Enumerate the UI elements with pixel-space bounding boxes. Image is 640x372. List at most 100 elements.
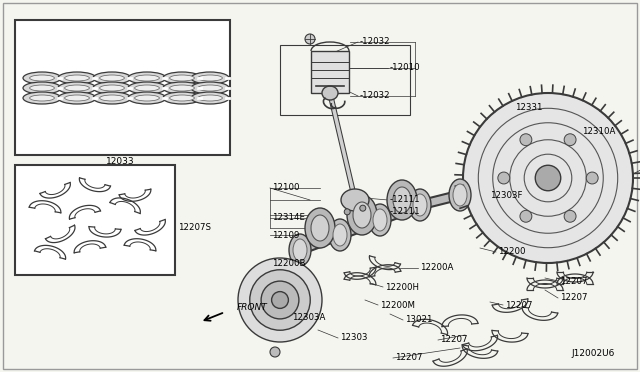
Bar xyxy=(311,51,349,93)
Ellipse shape xyxy=(311,215,329,241)
Bar xyxy=(15,20,230,155)
Ellipse shape xyxy=(305,208,335,248)
Ellipse shape xyxy=(134,95,159,101)
Ellipse shape xyxy=(369,204,391,236)
Circle shape xyxy=(520,210,532,222)
Text: 12207: 12207 xyxy=(505,301,532,310)
Text: 12303: 12303 xyxy=(340,334,367,343)
Text: 12314E: 12314E xyxy=(272,214,305,222)
Ellipse shape xyxy=(100,95,124,101)
Text: 12200H: 12200H xyxy=(385,282,419,292)
Ellipse shape xyxy=(65,95,90,101)
Circle shape xyxy=(564,134,576,146)
Ellipse shape xyxy=(163,82,201,94)
Text: 12033: 12033 xyxy=(106,157,134,167)
Ellipse shape xyxy=(134,75,159,81)
Text: 12207: 12207 xyxy=(395,353,422,362)
Text: 12200: 12200 xyxy=(498,247,525,257)
Ellipse shape xyxy=(191,72,229,84)
Text: 12303A: 12303A xyxy=(292,314,325,323)
Ellipse shape xyxy=(198,95,222,101)
Ellipse shape xyxy=(341,189,369,211)
Bar xyxy=(15,165,175,275)
Text: 12303F: 12303F xyxy=(490,190,522,199)
Ellipse shape xyxy=(128,92,166,104)
Ellipse shape xyxy=(65,75,90,81)
Ellipse shape xyxy=(453,184,467,206)
Text: 12200B: 12200B xyxy=(272,260,305,269)
Ellipse shape xyxy=(191,82,229,94)
Ellipse shape xyxy=(58,72,96,84)
Circle shape xyxy=(498,172,509,184)
Text: FRONT: FRONT xyxy=(237,304,268,312)
Bar xyxy=(280,45,410,115)
Text: 12207S: 12207S xyxy=(178,224,211,232)
Circle shape xyxy=(271,292,289,308)
Ellipse shape xyxy=(93,82,131,94)
Ellipse shape xyxy=(23,92,61,104)
Ellipse shape xyxy=(409,189,431,221)
Text: -12010: -12010 xyxy=(390,64,420,73)
Text: 12207: 12207 xyxy=(560,294,588,302)
Text: -12032: -12032 xyxy=(360,38,390,46)
Ellipse shape xyxy=(170,85,195,91)
Circle shape xyxy=(564,210,576,222)
Ellipse shape xyxy=(393,187,411,213)
Circle shape xyxy=(270,347,280,357)
Ellipse shape xyxy=(191,92,229,104)
Circle shape xyxy=(305,34,315,44)
Text: 13021: 13021 xyxy=(405,315,433,324)
Circle shape xyxy=(586,172,598,184)
Text: 12200A: 12200A xyxy=(420,263,453,273)
Ellipse shape xyxy=(58,92,96,104)
Ellipse shape xyxy=(289,234,311,266)
Circle shape xyxy=(344,209,350,215)
Circle shape xyxy=(261,281,299,319)
Ellipse shape xyxy=(170,75,195,81)
Circle shape xyxy=(250,270,310,330)
Ellipse shape xyxy=(333,224,347,246)
Ellipse shape xyxy=(93,72,131,84)
Text: J12002U6: J12002U6 xyxy=(572,349,615,358)
Ellipse shape xyxy=(353,202,371,228)
Ellipse shape xyxy=(163,92,201,104)
Ellipse shape xyxy=(100,85,124,91)
Circle shape xyxy=(535,165,561,191)
Ellipse shape xyxy=(128,82,166,94)
Ellipse shape xyxy=(29,95,54,101)
Text: -12032: -12032 xyxy=(360,92,390,100)
Ellipse shape xyxy=(163,72,201,84)
Ellipse shape xyxy=(198,75,222,81)
Ellipse shape xyxy=(100,75,124,81)
Circle shape xyxy=(520,134,532,146)
Text: -12111: -12111 xyxy=(390,196,420,205)
Ellipse shape xyxy=(65,85,90,91)
Text: 12207: 12207 xyxy=(560,276,588,285)
Text: 12310A: 12310A xyxy=(582,128,616,137)
Text: 12109: 12109 xyxy=(272,231,300,240)
Ellipse shape xyxy=(198,85,222,91)
Ellipse shape xyxy=(373,209,387,231)
Ellipse shape xyxy=(23,82,61,94)
Ellipse shape xyxy=(128,72,166,84)
Text: 12100: 12100 xyxy=(272,183,300,192)
Text: 12331: 12331 xyxy=(515,103,543,112)
Ellipse shape xyxy=(347,195,377,235)
Ellipse shape xyxy=(93,92,131,104)
Ellipse shape xyxy=(387,180,417,220)
Ellipse shape xyxy=(293,239,307,261)
Ellipse shape xyxy=(329,219,351,251)
Ellipse shape xyxy=(170,95,195,101)
Text: 12200M: 12200M xyxy=(380,301,415,310)
Ellipse shape xyxy=(23,72,61,84)
Ellipse shape xyxy=(134,85,159,91)
Ellipse shape xyxy=(29,75,54,81)
Circle shape xyxy=(360,205,366,211)
Ellipse shape xyxy=(29,85,54,91)
Ellipse shape xyxy=(322,86,338,100)
Circle shape xyxy=(463,93,633,263)
Text: -12111: -12111 xyxy=(390,208,420,217)
Ellipse shape xyxy=(449,179,471,211)
Text: 12207: 12207 xyxy=(440,336,467,344)
Circle shape xyxy=(238,258,322,342)
